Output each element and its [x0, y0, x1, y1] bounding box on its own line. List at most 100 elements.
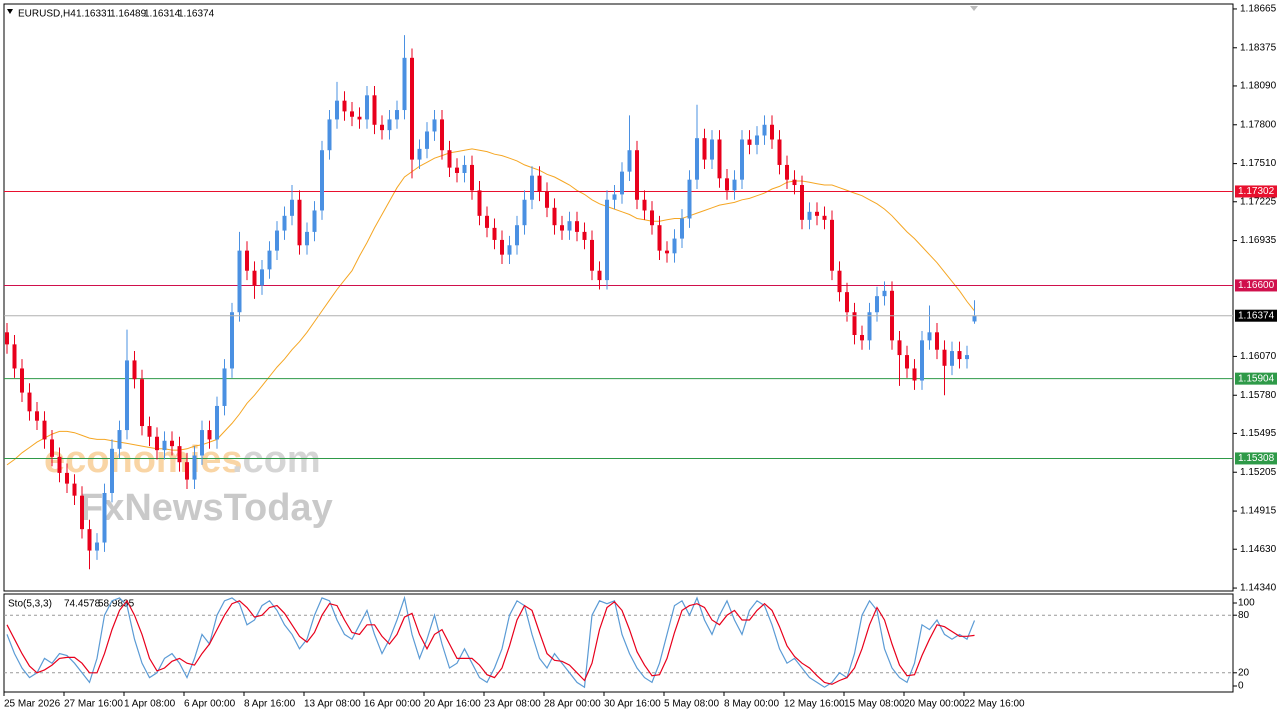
- candle-body: [260, 269, 264, 286]
- candle-body: [12, 344, 17, 369]
- candle-body: [290, 199, 294, 216]
- level-label-bg: [1235, 452, 1277, 465]
- main-pane: [3, 3, 1234, 592]
- menu-arrow[interactable]: [7, 9, 13, 14]
- y-tick-label: 1.15780: [1240, 390, 1277, 401]
- candle-body: [905, 355, 909, 369]
- candle-body: [515, 225, 519, 246]
- candle-body: [492, 227, 497, 240]
- candle-body: [215, 405, 219, 440]
- last-close: 1.16374: [178, 9, 215, 20]
- candle-body: [740, 139, 744, 180]
- candle-body: [657, 225, 662, 251]
- x-tick-label: 12 May 16:00: [784, 699, 845, 710]
- candle-body: [380, 124, 384, 131]
- candle-body: [785, 164, 789, 180]
- stochastic-line: [6, 599, 975, 685]
- candle-body: [267, 250, 272, 270]
- candle-body: [80, 495, 84, 530]
- candle-body: [42, 420, 47, 440]
- watermark-text: FxNewsToday: [80, 487, 333, 529]
- candle-body: [567, 221, 572, 231]
- candle-body: [680, 218, 684, 239]
- level-label-bg: [1235, 185, 1277, 198]
- candle-body: [102, 492, 107, 543]
- x-tick-label: 8 Apr 16:00: [244, 699, 296, 710]
- candle-body: [635, 150, 639, 200]
- x-tick-label: 5 May 08:00: [664, 699, 719, 710]
- candle-body: [485, 215, 489, 228]
- candle-body: [440, 119, 444, 151]
- candle-body: [882, 290, 887, 297]
- candle-body: [860, 334, 864, 341]
- candle-body: [410, 57, 414, 160]
- candle-body: [327, 119, 332, 151]
- candle-body: [620, 171, 624, 195]
- y-tick-label: 1.16070: [1240, 351, 1277, 362]
- candle-body: [395, 110, 399, 120]
- x-tick-label: 30 Apr 16:00: [604, 699, 661, 710]
- candle-body: [20, 368, 24, 393]
- candle-body: [950, 351, 954, 366]
- candle-body: [425, 131, 429, 149]
- candle-body: [552, 207, 557, 226]
- x-tick-label: 1 Apr 08:00: [124, 699, 176, 710]
- indicator-signal: 58.9835: [98, 599, 135, 610]
- candle-body: [837, 270, 842, 293]
- level-label: 1.15904: [1238, 373, 1275, 384]
- candle-body: [252, 270, 257, 286]
- candle-body: [177, 446, 182, 463]
- candle-body: [350, 111, 354, 117]
- indicator-main: 74.4578: [64, 599, 101, 610]
- y-tick-label: 1.18665: [1240, 4, 1277, 15]
- indicator-tick-label: 80: [1238, 610, 1250, 621]
- last-open: 1.16331: [76, 9, 113, 20]
- candle-body: [402, 57, 407, 111]
- candle-body: [830, 219, 834, 271]
- candle-body: [732, 179, 737, 191]
- candle-body: [5, 332, 9, 345]
- candle-body: [192, 455, 197, 480]
- candle-body: [717, 139, 722, 179]
- candle-body: [35, 411, 39, 421]
- y-tick-label: 1.15205: [1240, 467, 1277, 478]
- candle-body: [807, 211, 812, 220]
- y-tick-label: 1.17225: [1240, 196, 1277, 207]
- candle-body: [792, 179, 797, 186]
- candle-body: [462, 164, 467, 173]
- candle-body: [305, 231, 309, 246]
- candle-body: [470, 164, 474, 191]
- candle-body: [387, 119, 392, 131]
- y-tick-label: 1.17800: [1240, 119, 1277, 130]
- candle-body: [342, 100, 347, 112]
- candle-body: [920, 340, 924, 381]
- candle-body: [417, 148, 422, 160]
- symbol: EURUSD,H4: [18, 9, 76, 20]
- indicator-tick-label: 0: [1238, 681, 1244, 692]
- candle-body: [522, 199, 527, 226]
- candle-body: [200, 430, 204, 456]
- candle-body: [357, 116, 362, 120]
- candle-body: [545, 191, 549, 208]
- candle-body: [87, 529, 92, 551]
- candle-body: [590, 239, 594, 271]
- y-tick-label: 1.18090: [1240, 81, 1277, 92]
- candle-body: [530, 175, 534, 200]
- candle-body: [725, 178, 729, 191]
- indicator-name: Sto(5,3,3): [8, 599, 52, 610]
- level-label-bg: [1235, 372, 1277, 385]
- x-tick-label: 22 May 16:00: [964, 699, 1025, 710]
- candle-body: [605, 199, 609, 281]
- candle-body: [747, 139, 752, 145]
- candle-body: [770, 124, 774, 140]
- watermark-text: economies: [44, 439, 243, 481]
- candle-body: [50, 439, 54, 457]
- y-tick-label: 1.14340: [1240, 583, 1277, 594]
- x-tick-label: 27 Mar 16:00: [64, 699, 123, 710]
- last-high: 1.16489: [110, 9, 147, 20]
- candle-body: [560, 225, 564, 231]
- x-tick-label: 16 Apr 00:00: [364, 699, 421, 710]
- candle-body: [650, 210, 654, 226]
- current-price-label: 1.16374: [1238, 310, 1275, 321]
